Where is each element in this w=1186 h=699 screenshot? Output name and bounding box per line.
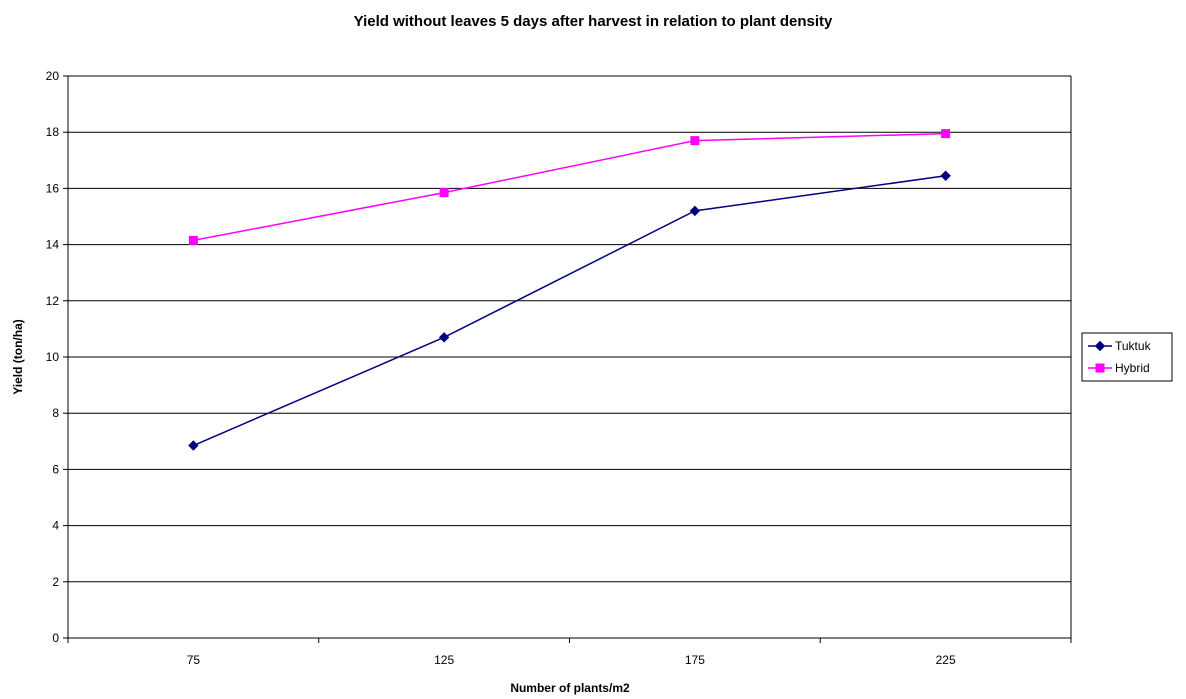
data-point-hybrid [439, 188, 449, 198]
series-line-hybrid [193, 132, 946, 242]
legend-marker-tuktuk [1094, 340, 1106, 352]
series-lines [188, 129, 951, 451]
y-tick-label: 4 [52, 519, 59, 533]
y-tick-label: 18 [46, 125, 60, 139]
data-point-tuktuk [438, 332, 450, 343]
legend-label-tuktuk: Tuktuk [1115, 339, 1152, 353]
legend-marker-hybrid [1095, 363, 1105, 373]
x-tick-label: 175 [685, 653, 705, 667]
data-point-tuktuk [940, 170, 951, 181]
y-tick-label: 8 [52, 406, 59, 420]
x-tick-label: 75 [187, 653, 201, 667]
y-tick-label: 20 [46, 69, 60, 83]
y-tick-label: 14 [46, 238, 60, 252]
legend-box [1081, 332, 1173, 382]
chart-title: Yield without leaves 5 days after harves… [354, 13, 833, 30]
y-tick-label: 0 [52, 631, 59, 645]
legend: Tuktuk Hybrid [1081, 332, 1173, 382]
y-tick-labels: 0 2 4 6 8 10 12 14 16 18 20 [46, 69, 60, 645]
data-point-hybrid [188, 235, 198, 245]
y-axis-label: Yield (ton/ha) [11, 319, 25, 395]
y-tick-label: 10 [46, 350, 60, 364]
x-axis-label: Number of plants/m2 [510, 681, 630, 695]
gridlines [68, 75, 1071, 639]
x-tick-labels: 75 125 175 225 [187, 653, 956, 667]
axes [63, 75, 1072, 643]
x-tick-label: 225 [936, 653, 956, 667]
y-tick-label: 16 [46, 181, 60, 195]
data-point-hybrid [941, 129, 951, 139]
y-tick-label: 2 [52, 575, 59, 589]
y-tick-label: 12 [46, 294, 60, 308]
legend-label-hybrid: Hybrid [1115, 361, 1150, 375]
data-point-hybrid [690, 136, 700, 146]
data-point-tuktuk [689, 205, 701, 217]
y-tick-label: 6 [52, 462, 59, 476]
series-line-tuktuk [193, 175, 946, 447]
x-tick-label: 125 [434, 653, 454, 667]
data-point-tuktuk [188, 440, 199, 451]
